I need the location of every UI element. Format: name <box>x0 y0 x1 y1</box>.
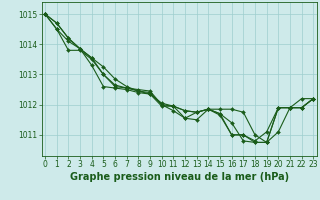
X-axis label: Graphe pression niveau de la mer (hPa): Graphe pression niveau de la mer (hPa) <box>70 172 289 182</box>
